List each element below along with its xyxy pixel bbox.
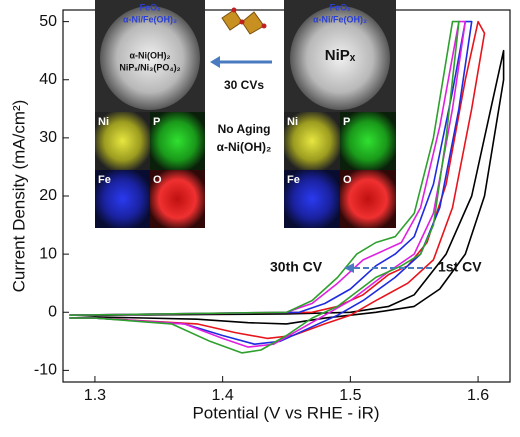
label: NiPₓ/Ni₃(PO₄)₂ <box>119 62 180 72</box>
particle <box>290 6 390 110</box>
y-tick-label: 0 <box>48 303 57 320</box>
label: FeOₓ <box>330 2 352 12</box>
arrow-head <box>210 56 220 68</box>
y-tick-label: 40 <box>39 71 57 88</box>
y-tick-label: -10 <box>34 362 57 379</box>
map-label: P <box>343 116 350 128</box>
particle <box>100 6 200 110</box>
inset-left: FeOₓ α-Ni/Fe(OH)₂ α-Ni(OH)₂ NiPₓ/Ni₃(PO₄… <box>95 0 205 228</box>
map-label: P <box>153 116 160 128</box>
atom <box>231 7 237 13</box>
crystal <box>241 11 265 35</box>
map <box>150 170 205 228</box>
atom <box>239 19 245 25</box>
label: No Aging <box>218 122 271 136</box>
label: α-Ni/Fe(OH)₂ <box>123 14 177 24</box>
x-axis-label: Potential (V vs RHE - iR) <box>192 403 379 422</box>
label: NiPₓ <box>325 47 356 64</box>
map <box>284 170 340 228</box>
map-label: Fe <box>287 174 300 186</box>
y-tick-label: 20 <box>39 187 57 204</box>
crystal <box>221 9 243 31</box>
annotation: 30th CV <box>270 259 323 275</box>
y-axis-label: Current Density (mA/cm²) <box>9 100 28 293</box>
arrow-head <box>344 263 354 273</box>
map-label: Ni <box>287 116 298 128</box>
atom <box>261 23 267 29</box>
y-tick-label: 50 <box>39 13 57 30</box>
cv-curve <box>69 20 486 340</box>
plot-area: 1.3 1.4 1.5 1.6 -10 0 10 20 30 40 50 <box>34 13 505 404</box>
cv-curve <box>69 20 473 345</box>
map-label: O <box>153 174 162 186</box>
inset-right: FeOₓ α-Ni/Fe(OH)₂ NiPₓ Ni P Fe O <box>284 0 396 228</box>
map-label: Fe <box>98 174 111 186</box>
map <box>95 112 150 170</box>
label: 30 CVs <box>224 78 264 92</box>
cv-curve <box>69 20 460 354</box>
map <box>284 112 340 170</box>
map <box>340 112 396 170</box>
map <box>150 112 205 170</box>
x-tick-label: 1.6 <box>467 387 489 404</box>
annotation: 1st CV <box>438 259 482 275</box>
x-tick-label: 1.5 <box>339 387 361 404</box>
y-tick-label: 30 <box>39 129 57 146</box>
label: α-Ni(OH)₂ <box>129 50 170 60</box>
x-tick-label: 1.4 <box>212 387 234 404</box>
map-label: Ni <box>98 116 109 128</box>
x-tick-label: 1.3 <box>84 387 106 404</box>
label: α-Ni(OH)₂ <box>217 140 272 154</box>
map-label: O <box>343 174 352 186</box>
label: α-Ni/Fe(OH)₂ <box>313 14 367 24</box>
y-tick-label: 10 <box>39 245 57 262</box>
map <box>340 170 396 228</box>
inset-middle: 30 CVs No Aging α-Ni(OH)₂ <box>210 7 272 154</box>
cv-curve <box>69 49 505 325</box>
map <box>95 170 150 228</box>
label: FeOₓ <box>140 2 162 12</box>
